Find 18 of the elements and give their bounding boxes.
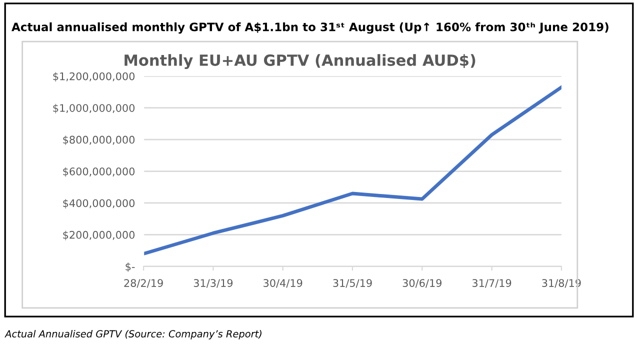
y-tick-label: $1,200,000,000 <box>53 72 135 82</box>
y-tick-label: $- <box>126 262 135 272</box>
y-tick-label: $1,000,000,000 <box>53 104 135 114</box>
y-tick-label: $800,000,000 <box>63 136 135 146</box>
text: Actual Annualised GPTV (Source: Company’s Report) <box>4 330 262 340</box>
chart-title: Actual annualised monthly GPTV of A$1.1bn to 31ˢᵗ August (Up↑ 160% from 30ᵗʰ June 2019) <box>12 22 608 34</box>
x-tick-label: 28/2/19 <box>124 279 163 288</box>
y-tick-label: $600,000,000 <box>63 167 135 177</box>
x-tick-label: 31/3/19 <box>194 279 233 288</box>
line-series <box>144 85 562 256</box>
x-tick-label: 30/6/19 <box>402 279 442 288</box>
x-tick-label: 30/4/19 <box>264 279 302 288</box>
y-tick-label: $200,000,000 <box>63 230 135 240</box>
x-tick-label: 31/7/19 <box>472 279 512 288</box>
x-tick-label: 31/5/19 <box>333 279 372 288</box>
chart-subtitle: Monthly EU+AU GPTV (Annualised AUD$) <box>124 54 476 70</box>
x-tick-label: 31/8/19 <box>542 279 581 288</box>
y-tick-label: $400,000,000 <box>63 199 135 208</box>
